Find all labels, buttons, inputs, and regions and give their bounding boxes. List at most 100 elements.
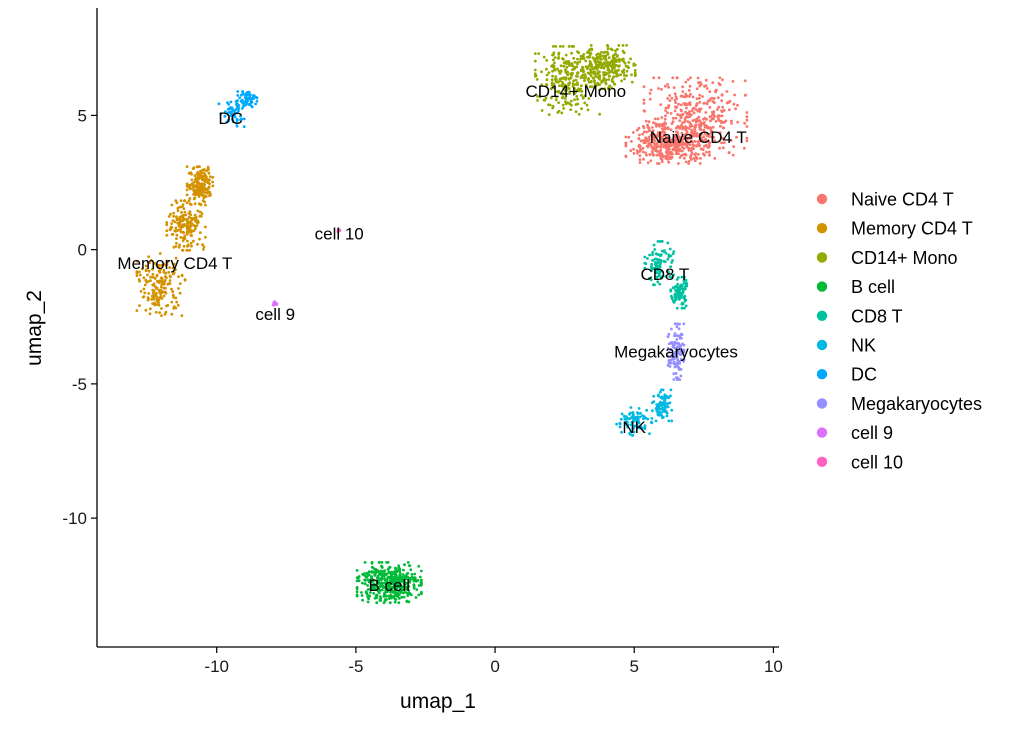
data-point <box>646 161 650 165</box>
data-point <box>588 68 592 71</box>
data-point <box>598 112 601 116</box>
data-point <box>366 588 370 591</box>
data-point <box>711 113 715 117</box>
data-point <box>188 248 192 252</box>
data-point <box>642 109 646 113</box>
data-point <box>390 586 393 590</box>
data-point <box>387 570 391 574</box>
data-point <box>157 301 160 305</box>
data-point <box>182 231 186 235</box>
data-point <box>679 332 683 336</box>
data-point <box>675 130 678 134</box>
data-point <box>377 577 380 580</box>
data-point <box>584 83 588 87</box>
data-point <box>182 207 186 211</box>
data-point <box>655 409 659 413</box>
data-point <box>719 124 722 128</box>
data-point <box>650 417 654 420</box>
data-point <box>254 95 258 99</box>
data-point <box>179 230 183 234</box>
legend-label: cell 10 <box>851 452 903 472</box>
data-point <box>647 135 651 139</box>
legend-key <box>816 339 828 351</box>
data-point <box>571 64 575 68</box>
data-point <box>206 190 210 193</box>
data-point <box>167 271 171 274</box>
data-point <box>420 581 423 584</box>
data-point <box>695 118 699 122</box>
data-point <box>564 76 568 80</box>
data-point <box>613 66 616 70</box>
x-tick-label: -10 <box>204 657 229 676</box>
data-point <box>630 416 634 420</box>
data-point <box>662 123 666 127</box>
data-point <box>382 601 386 605</box>
data-point <box>627 135 631 139</box>
data-point <box>540 70 543 74</box>
data-point <box>569 76 573 80</box>
data-point <box>708 90 712 93</box>
data-point <box>380 564 383 568</box>
data-point <box>192 187 195 191</box>
data-point <box>720 93 724 97</box>
data-point <box>649 88 653 92</box>
data-point <box>168 274 172 278</box>
data-point <box>557 89 561 93</box>
data-point <box>668 150 672 154</box>
data-point <box>632 147 635 151</box>
data-point <box>181 203 185 207</box>
data-point <box>586 55 589 59</box>
data-point <box>180 274 184 278</box>
data-point <box>632 152 636 155</box>
data-point <box>573 67 577 70</box>
data-point <box>236 99 239 102</box>
y-axis-title: umap_2 <box>23 290 46 366</box>
data-point <box>688 103 692 107</box>
data-point <box>675 356 679 359</box>
data-point <box>156 264 160 268</box>
data-point <box>202 186 206 189</box>
data-point <box>660 249 664 253</box>
data-point <box>587 97 591 100</box>
data-point <box>671 76 675 80</box>
data-point <box>652 400 656 404</box>
data-point <box>228 110 231 114</box>
data-point <box>379 597 383 600</box>
data-point <box>385 580 388 584</box>
data-point <box>536 94 539 98</box>
data-point <box>636 151 639 155</box>
data-point <box>163 279 167 282</box>
data-point <box>618 421 622 425</box>
data-point <box>675 97 678 101</box>
data-point <box>652 153 655 157</box>
data-point <box>207 167 210 171</box>
data-point <box>631 411 635 414</box>
data-point <box>160 285 163 289</box>
data-point <box>211 180 215 184</box>
data-point <box>698 81 702 84</box>
data-point <box>587 80 591 84</box>
data-point <box>720 114 724 118</box>
data-point <box>158 252 162 255</box>
data-point <box>196 191 200 195</box>
data-point <box>564 60 568 63</box>
data-point <box>697 144 701 148</box>
data-point <box>168 266 172 269</box>
data-point <box>736 103 739 107</box>
data-point <box>588 85 592 89</box>
data-point <box>673 322 677 326</box>
data-point <box>412 584 416 588</box>
data-point <box>725 90 729 93</box>
data-point <box>642 157 645 161</box>
data-point <box>687 162 690 165</box>
data-point <box>624 64 628 68</box>
data-point <box>175 201 179 205</box>
data-point <box>418 575 422 579</box>
data-point <box>420 592 423 596</box>
data-point <box>545 67 548 71</box>
data-point <box>671 116 675 120</box>
data-point <box>670 419 674 423</box>
data-point <box>622 414 626 418</box>
data-point <box>684 143 687 147</box>
data-point <box>583 94 587 98</box>
